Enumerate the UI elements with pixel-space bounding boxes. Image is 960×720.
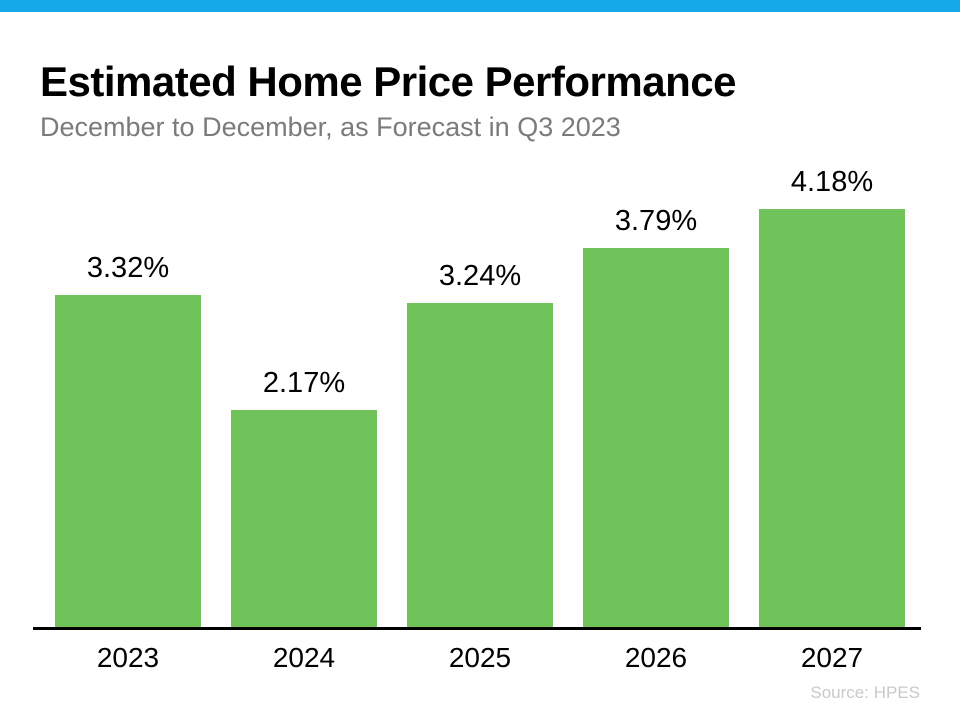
bar-chart: 3.32% 2.17% 3.24% 3.79% 4.18% — [33, 166, 921, 627]
page-title: Estimated Home Price Performance — [40, 58, 736, 105]
bar-value-label-2023: 3.32% — [86, 252, 170, 284]
bar-2023 — [55, 295, 201, 627]
x-tick-label-2024: 2024 — [272, 642, 336, 673]
x-tick-label-2027: 2027 — [800, 642, 864, 673]
bar-2026 — [583, 248, 729, 627]
bar-value-label-2026: 3.79% — [614, 205, 698, 237]
bar-value-label-2025: 3.24% — [438, 260, 522, 292]
bar-value-label-2027: 4.18% — [790, 166, 874, 198]
x-tick-label-2025: 2025 — [448, 642, 512, 673]
x-tick-label-2023: 2023 — [96, 642, 160, 673]
bar-2025 — [407, 303, 553, 627]
bar-2027 — [759, 209, 905, 627]
x-axis-line — [33, 627, 921, 630]
source-note: Source: HPES — [810, 683, 920, 702]
x-axis-labels: 2023 2024 2025 2026 2027 — [33, 642, 921, 676]
bar-2024 — [231, 410, 377, 627]
bar-value-label-2024: 2.17% — [262, 367, 346, 399]
page-subtitle: December to December, as Forecast in Q3 … — [40, 112, 621, 142]
x-tick-label-2026: 2026 — [624, 642, 688, 673]
top-accent-bar — [0, 0, 960, 12]
